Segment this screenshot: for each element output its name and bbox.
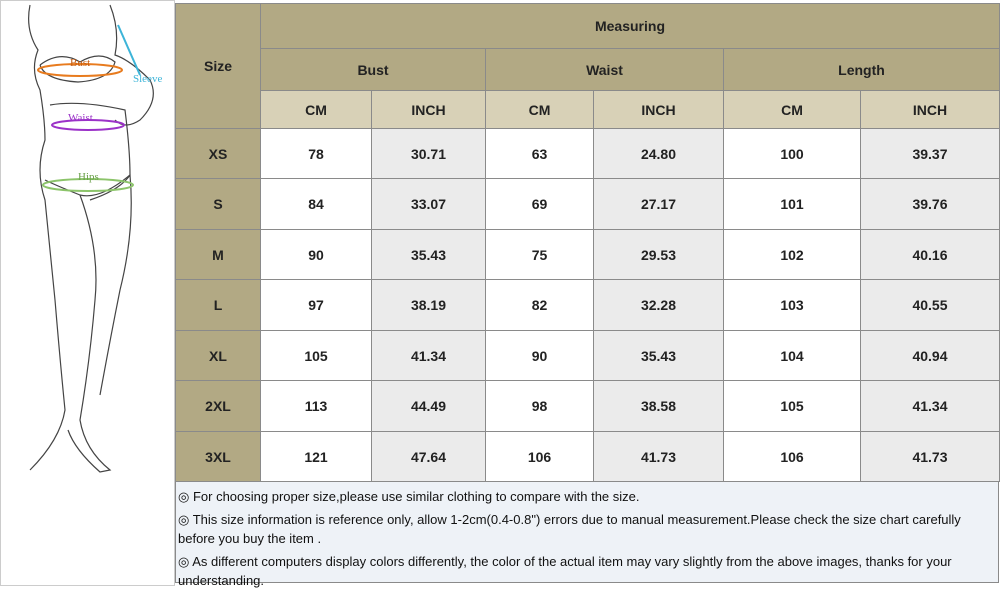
value-cell: 105 bbox=[260, 330, 372, 381]
figure-label: Hips bbox=[78, 171, 99, 183]
size-header: Size bbox=[175, 3, 261, 129]
value-cell: 63 bbox=[485, 128, 594, 179]
value-cell: 39.76 bbox=[860, 178, 1000, 230]
value-cell: 121 bbox=[260, 431, 372, 482]
value-cell: 82 bbox=[485, 279, 594, 331]
unit-header: CM bbox=[723, 90, 861, 129]
value-cell: 24.80 bbox=[593, 128, 724, 179]
value-cell: 38.19 bbox=[371, 279, 486, 331]
figure: Bust Sleeve Waist Hips bbox=[0, 0, 175, 586]
value-cell: 32.28 bbox=[593, 279, 724, 331]
sleeve-line bbox=[117, 24, 141, 76]
value-cell: 40.94 bbox=[860, 330, 1000, 381]
value-cell: 30.71 bbox=[371, 128, 486, 179]
value-cell: 103 bbox=[723, 279, 861, 331]
value-cell: 90 bbox=[485, 330, 594, 381]
value-cell: 101 bbox=[723, 178, 861, 230]
value-cell: 84 bbox=[260, 178, 372, 230]
value-cell: 75 bbox=[485, 229, 594, 280]
group-header: Waist bbox=[485, 48, 724, 91]
value-cell: 104 bbox=[723, 330, 861, 381]
unit-header: INCH bbox=[593, 90, 724, 129]
note: ◎ As different computers display colors … bbox=[178, 554, 952, 588]
unit-header: INCH bbox=[860, 90, 1000, 129]
value-cell: 47.64 bbox=[371, 431, 486, 482]
value-cell: 100 bbox=[723, 128, 861, 179]
value-cell: 33.07 bbox=[371, 178, 486, 230]
size-cell: S bbox=[175, 178, 261, 230]
value-cell: 106 bbox=[485, 431, 594, 482]
value-cell: 39.37 bbox=[860, 128, 1000, 179]
bust-line bbox=[37, 63, 123, 77]
hips-line bbox=[42, 178, 134, 192]
value-cell: 105 bbox=[723, 380, 861, 432]
value-cell: 40.16 bbox=[860, 229, 1000, 280]
measure-lines bbox=[37, 24, 141, 192]
size-cell: XL bbox=[175, 330, 261, 381]
unit-header: CM bbox=[485, 90, 594, 129]
unit-header: CM bbox=[260, 90, 372, 129]
note: ◎ This size information is reference onl… bbox=[178, 512, 961, 546]
note: ◎ For choosing proper size,please use si… bbox=[178, 489, 640, 504]
group-header: Length bbox=[723, 48, 1000, 91]
size-cell: 3XL bbox=[175, 431, 261, 482]
value-cell: 69 bbox=[485, 178, 594, 230]
value-cell: 40.55 bbox=[860, 279, 1000, 331]
value-cell: 29.53 bbox=[593, 229, 724, 280]
value-cell: 41.34 bbox=[371, 330, 486, 381]
value-cell: 41.73 bbox=[860, 431, 1000, 482]
value-cell: 38.58 bbox=[593, 380, 724, 432]
value-cell: 35.43 bbox=[371, 229, 486, 280]
value-cell: 90 bbox=[260, 229, 372, 280]
value-cell: 35.43 bbox=[593, 330, 724, 381]
value-cell: 97 bbox=[260, 279, 372, 331]
figure-frame bbox=[0, 0, 175, 586]
value-cell: 44.49 bbox=[371, 380, 486, 432]
size-cell: XS bbox=[175, 128, 261, 179]
silhouette bbox=[28, 4, 154, 473]
value-cell: 102 bbox=[723, 229, 861, 280]
size-cell: 2XL bbox=[175, 380, 261, 432]
value-cell: 78 bbox=[260, 128, 372, 179]
size-cell: L bbox=[175, 279, 261, 331]
measuring-header: Measuring bbox=[260, 3, 1000, 49]
figure-label: Waist bbox=[68, 112, 93, 124]
value-cell: 113 bbox=[260, 380, 372, 432]
value-cell: 27.17 bbox=[593, 178, 724, 230]
value-cell: 98 bbox=[485, 380, 594, 432]
value-cell: 106 bbox=[723, 431, 861, 482]
waist-line bbox=[51, 119, 125, 131]
size-cell: M bbox=[175, 229, 261, 280]
value-cell: 41.34 bbox=[860, 380, 1000, 432]
figure-label: Sleeve bbox=[133, 73, 162, 85]
value-cell: 41.73 bbox=[593, 431, 724, 482]
unit-header: INCH bbox=[371, 90, 486, 129]
notes: ◎ For choosing proper size,please use si… bbox=[175, 481, 999, 588]
figure-label: Bust bbox=[70, 57, 90, 69]
group-header: Bust bbox=[260, 48, 486, 91]
